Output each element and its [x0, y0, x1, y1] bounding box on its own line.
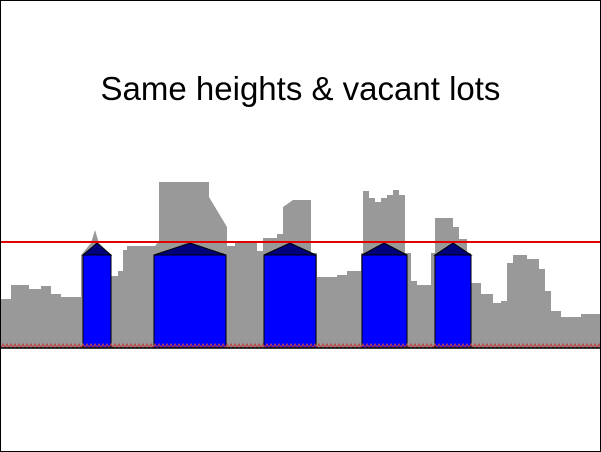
- uniform-building-block-icon: [81, 242, 113, 349]
- uniform-building-block-icon: [153, 242, 227, 349]
- uniform-building-block-icon: [263, 242, 317, 349]
- slide-title: Same heights & vacant lots: [100, 70, 501, 107]
- uniform-buildings: [81, 242, 473, 349]
- uniform-building-block-icon: [361, 242, 408, 349]
- uniform-building-block-icon: [433, 242, 473, 349]
